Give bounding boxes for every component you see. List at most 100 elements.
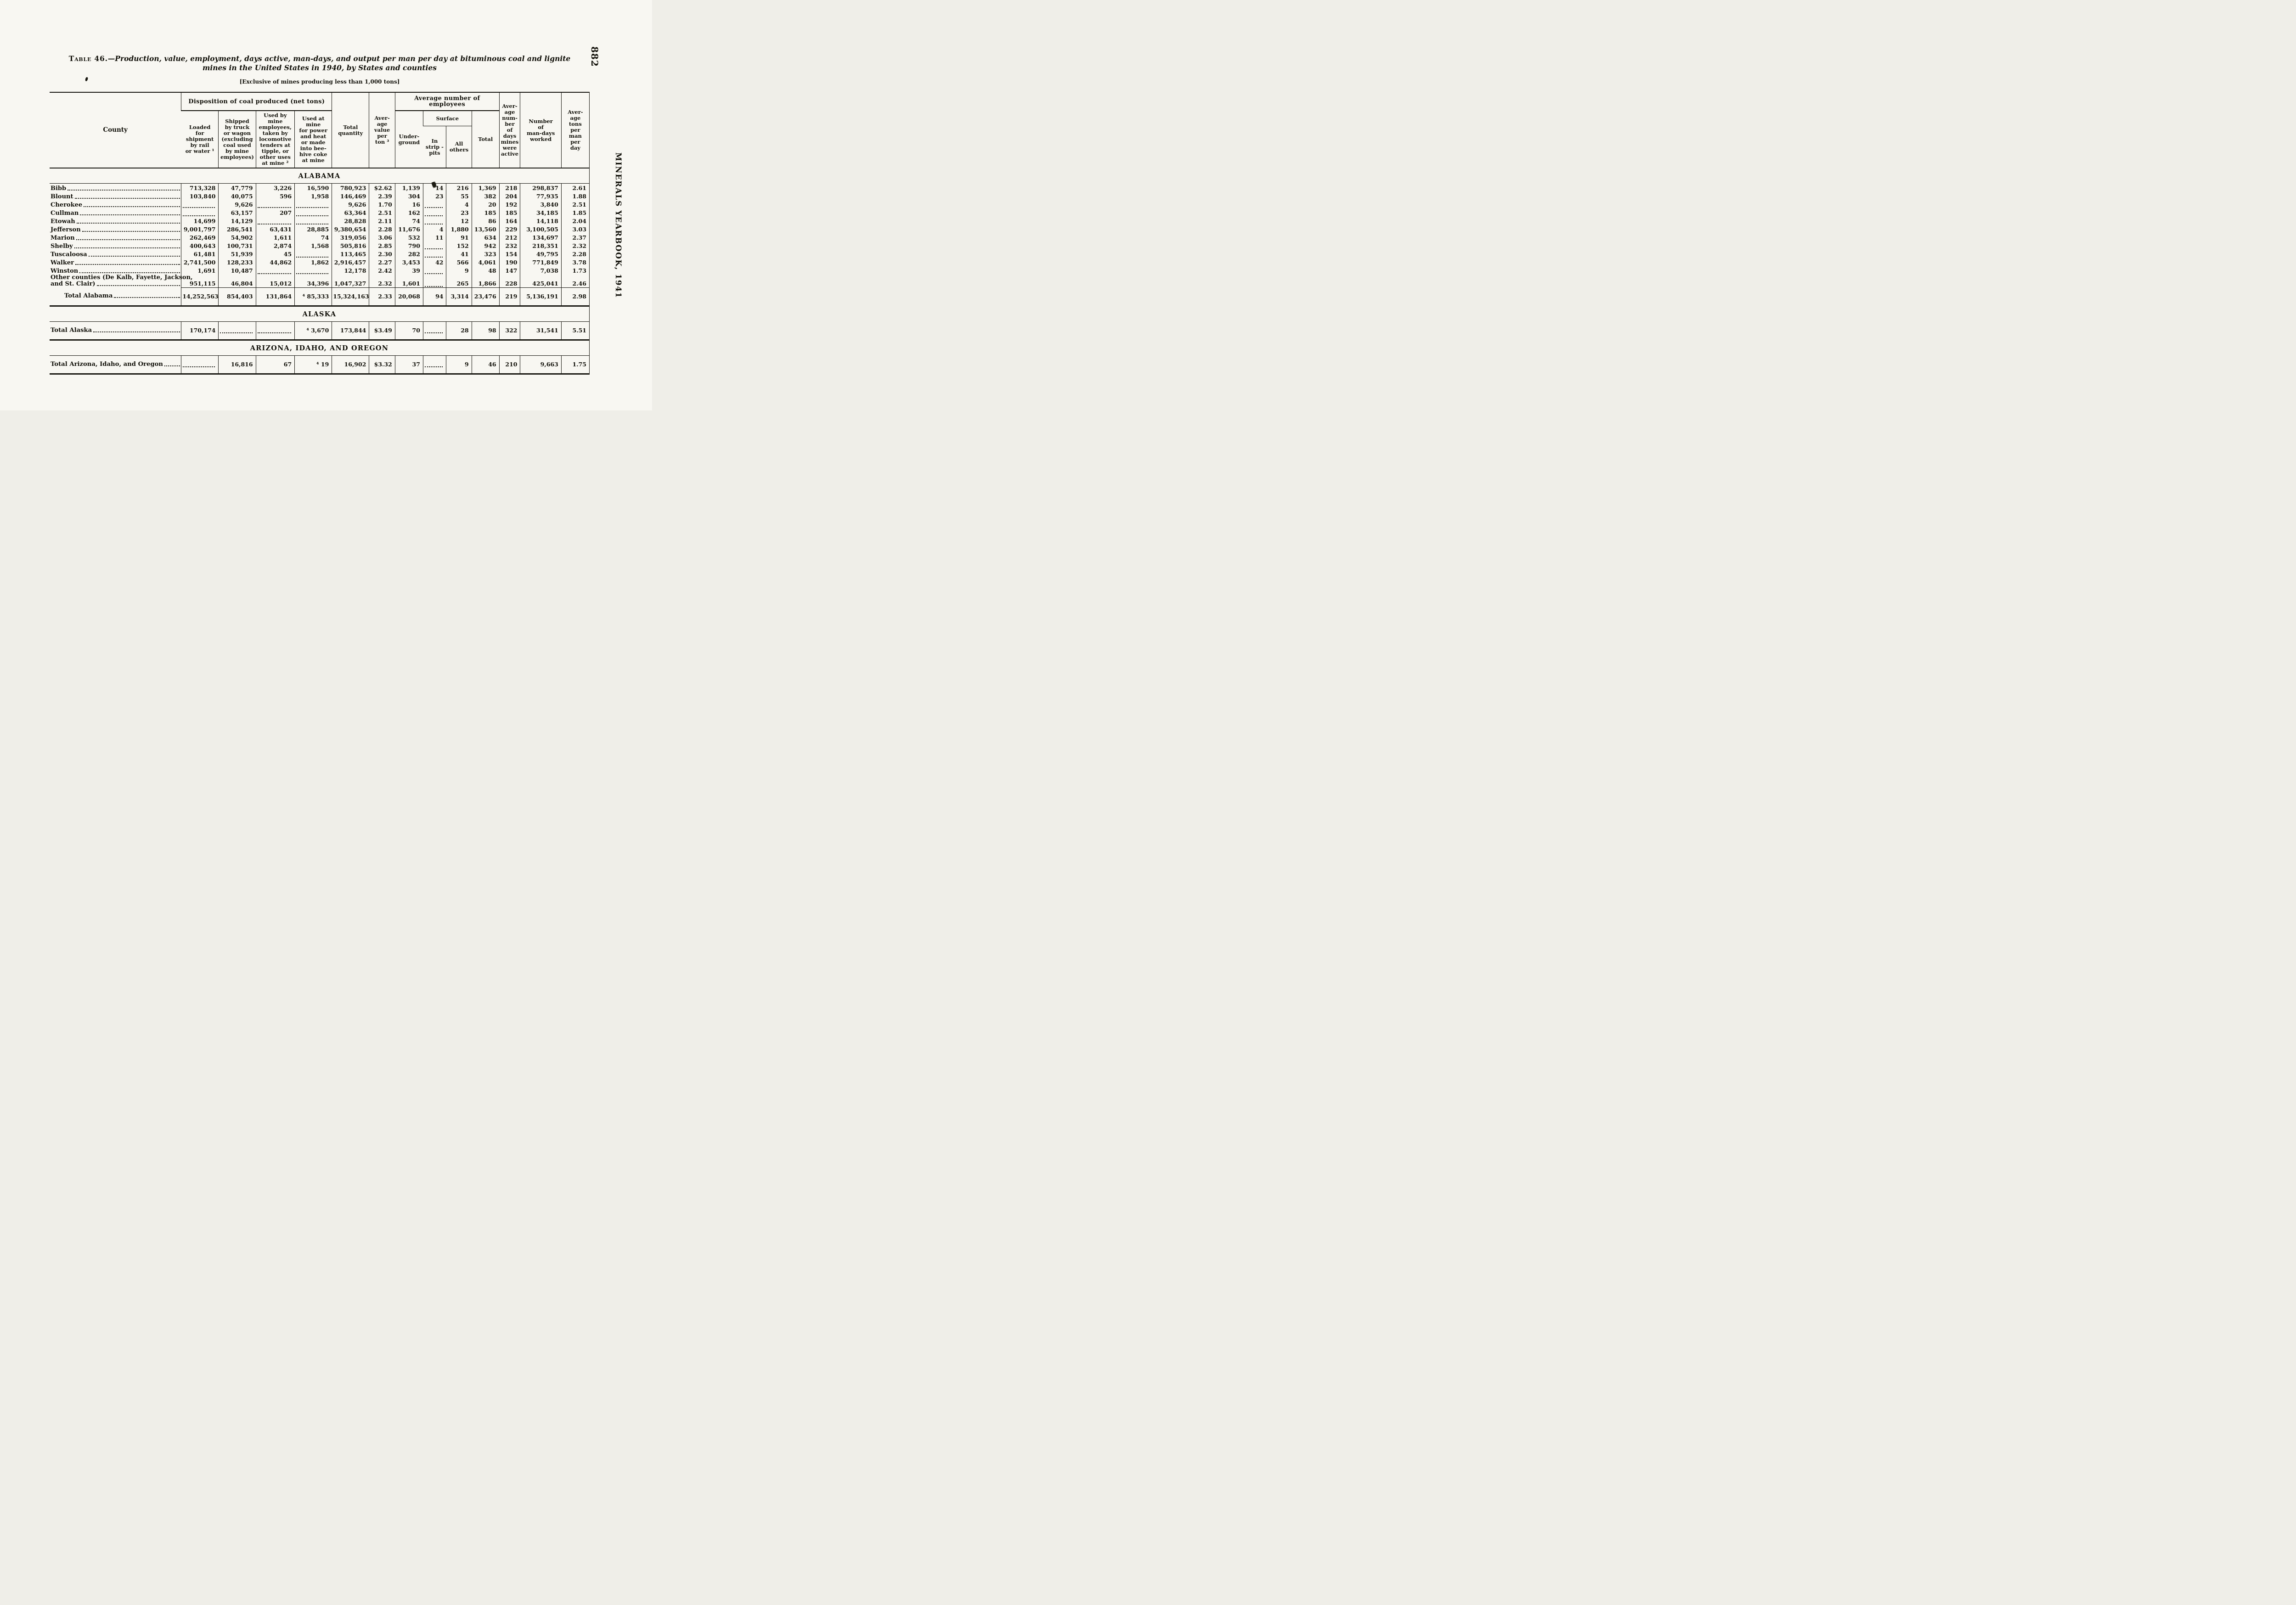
value-cell: 5.51 (561, 321, 590, 340)
empty-cell-leaders (424, 202, 443, 208)
value-cell (422, 200, 446, 208)
value-cell: 298,837 (520, 183, 562, 192)
value-cell: 425,041 (520, 275, 562, 287)
value-cell: 2.32 (369, 275, 395, 287)
value-cell: 185 (499, 208, 520, 217)
col-header-shipped: Shipped by truck or wagon (excluding coa… (218, 111, 256, 168)
empty-cell-leaders (424, 361, 443, 367)
scanned-page: 882 MINERALS YEARBOOK, 1941 Table 46.—Pr… (0, 0, 652, 410)
value-cell: 49,795 (520, 250, 562, 258)
value-cell: 23,476 (471, 287, 500, 306)
value-cell: 173,844 (332, 321, 369, 340)
dot-leaders (88, 256, 180, 257)
county-cell: Etowah (50, 217, 181, 225)
empty-cell-leaders (424, 243, 443, 249)
value-cell (255, 266, 295, 275)
value-cell: 31,541 (520, 321, 562, 340)
value-cell: 15,324,163 (332, 287, 369, 306)
page-title: Table 46.—Production, value, employment,… (60, 54, 579, 73)
county-cell: Total Arizona, Idaho, and Oregon (50, 355, 181, 375)
value-cell: 54,902 (218, 233, 256, 241)
value-cell: 4 (446, 200, 472, 208)
empty-cell-leaders (183, 210, 215, 216)
value-cell: ⁴ 85,333 (294, 287, 332, 306)
value-cell: 400,643 (181, 241, 219, 250)
value-cell (422, 250, 446, 258)
value-cell: 63,157 (218, 208, 256, 217)
value-cell: 323 (471, 250, 500, 258)
table-row: Other counties (De Kalb, Fayette, Jackso… (50, 275, 590, 287)
value-cell: 218 (499, 183, 520, 192)
empty-cell-leaders (296, 210, 329, 216)
table-body: ALABAMA Bibb 713,328 47,779 3,226 16,590 780,9… (50, 168, 590, 375)
value-cell: 70 (394, 321, 423, 340)
county-cell: Winston (50, 266, 181, 275)
col-header-loaded: Loaded for shipment by rail or water ¹ (185, 124, 214, 154)
value-cell: 262,469 (181, 233, 219, 241)
value-cell: 48 (471, 266, 500, 275)
value-cell (218, 321, 256, 340)
value-cell: 2.61 (561, 183, 590, 192)
county-name: Walker (51, 259, 74, 266)
value-cell: 216 (446, 183, 472, 192)
value-cell: 37 (394, 355, 423, 375)
table-row: Cullman 63,157 207 63,364 2.51 162 23 185 185 34,… (50, 208, 590, 217)
value-cell: 55 (446, 192, 472, 200)
table-row: Etowah 14,699 14,129 28,828 2.11 74 12 86 164 14,… (50, 217, 590, 225)
empty-cell-leaders (257, 219, 292, 224)
value-cell (181, 200, 219, 208)
value-cell: $2.62 (369, 183, 395, 192)
col-header-strip-pits: In strip - pits (425, 137, 444, 156)
empty-cell-leaders (424, 281, 443, 287)
county-name: Marion (51, 235, 75, 241)
county-cell: Blount (50, 192, 181, 200)
empty-cell-leaders (424, 210, 443, 216)
value-cell: 634 (471, 233, 500, 241)
col-header-average-value: Aver- age value per ton ³ (369, 92, 395, 168)
value-cell: 2.33 (369, 287, 395, 306)
value-cell (255, 321, 295, 340)
section-band: ARIZONA, IDAHO, AND OREGON (50, 339, 590, 356)
value-cell: 3.78 (561, 258, 590, 266)
county-name: Cullman (51, 210, 79, 217)
value-cell: 47,779 (218, 183, 256, 192)
value-cell: 86 (471, 217, 500, 225)
county-name: Shelby (51, 243, 73, 250)
value-cell (181, 355, 219, 375)
value-cell: 131,864 (255, 287, 295, 306)
value-cell (422, 208, 446, 217)
value-cell: 12,178 (332, 266, 369, 275)
value-cell: 28,885 (294, 225, 332, 233)
dot-leaders (76, 223, 180, 224)
empty-cell-leaders (220, 327, 253, 333)
value-cell: 382 (471, 192, 500, 200)
empty-cell-leaders (296, 252, 329, 258)
empty-cell-leaders (296, 202, 329, 208)
value-cell: 2.32 (561, 241, 590, 250)
value-cell: 2.46 (561, 275, 590, 287)
value-cell: 45 (255, 250, 295, 258)
value-cell: 15,012 (255, 275, 295, 287)
value-cell: 1,880 (446, 225, 472, 233)
value-cell: 63,364 (332, 208, 369, 217)
value-cell: 44,862 (255, 258, 295, 266)
value-cell: 23 (446, 208, 472, 217)
value-cell: ⁴ 3,670 (294, 321, 332, 340)
county-name: Total Alaska (51, 326, 92, 334)
col-header-total-quantity: Total quantity (332, 92, 369, 168)
table-row: Winston 1,691 10,487 12,178 2.42 39 9 48 147 7,03… (50, 266, 590, 275)
value-cell: 3.06 (369, 233, 395, 241)
value-cell: 2.85 (369, 241, 395, 250)
value-cell: 9,001,797 (181, 225, 219, 233)
value-cell: 170,174 (181, 321, 219, 340)
value-cell: 2.98 (561, 287, 590, 306)
county-cell: Cherokee (50, 200, 181, 208)
total-row: Total Arizona, Idaho, and Oregon 16,816 67… (50, 355, 590, 375)
value-cell: 185 (471, 208, 500, 217)
value-cell: 74 (294, 233, 332, 241)
value-cell: 4 (422, 225, 446, 233)
value-cell: 2.04 (561, 217, 590, 225)
empty-cell-leaders (424, 268, 443, 274)
value-cell (181, 208, 219, 217)
section-title: ARIZONA, IDAHO, AND OREGON (50, 339, 590, 356)
